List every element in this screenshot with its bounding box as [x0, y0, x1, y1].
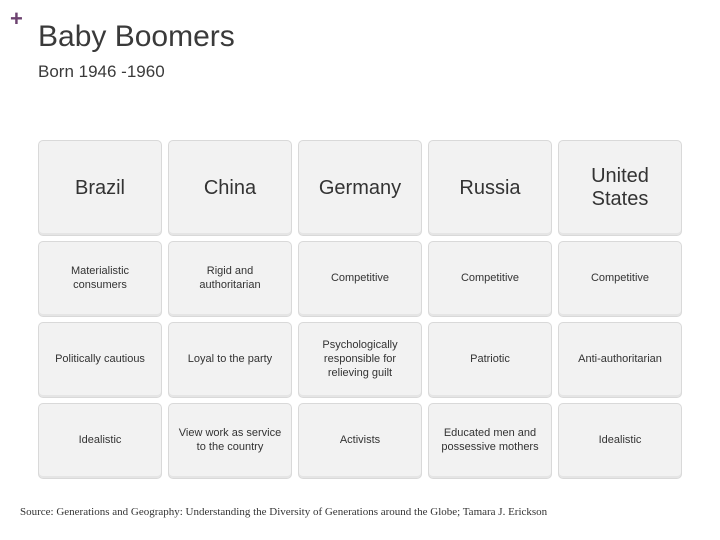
- table-cell: Idealistic: [558, 403, 682, 479]
- table-cell: Psychologically responsible for relievin…: [298, 322, 422, 398]
- table-cell: Anti-authoritarian: [558, 322, 682, 398]
- column-header: China: [168, 140, 292, 236]
- table-cell: Competitive: [428, 241, 552, 317]
- table-cell: Materialistic consumers: [38, 241, 162, 317]
- table-column: Germany Competitive Psychologically resp…: [298, 140, 422, 479]
- table-cell: Patriotic: [428, 322, 552, 398]
- table-cell: Idealistic: [38, 403, 162, 479]
- column-header: United States: [558, 140, 682, 236]
- page-title: Baby Boomers: [38, 20, 235, 54]
- column-header: Russia: [428, 140, 552, 236]
- table-cell: Competitive: [298, 241, 422, 317]
- column-header: Germany: [298, 140, 422, 236]
- table-cell: View work as service to the country: [168, 403, 292, 479]
- table-cell: Competitive: [558, 241, 682, 317]
- table-column: Brazil Materialistic consumers Political…: [38, 140, 162, 479]
- table-cell: Rigid and authoritarian: [168, 241, 292, 317]
- table-column: United States Competitive Anti-authorita…: [558, 140, 682, 479]
- source-citation: Source: Generations and Geography: Under…: [20, 506, 547, 518]
- column-header: Brazil: [38, 140, 162, 236]
- comparison-table: Brazil Materialistic consumers Political…: [38, 140, 682, 479]
- table-cell: Loyal to the party: [168, 322, 292, 398]
- table-column: China Rigid and authoritarian Loyal to t…: [168, 140, 292, 479]
- table-cell: Activists: [298, 403, 422, 479]
- page-subtitle: Born 1946 -1960: [38, 62, 165, 82]
- table-cell: Politically cautious: [38, 322, 162, 398]
- table-column: Russia Competitive Patriotic Educated me…: [428, 140, 552, 479]
- table-cell: Educated men and possessive mothers: [428, 403, 552, 479]
- plus-icon: +: [10, 8, 23, 30]
